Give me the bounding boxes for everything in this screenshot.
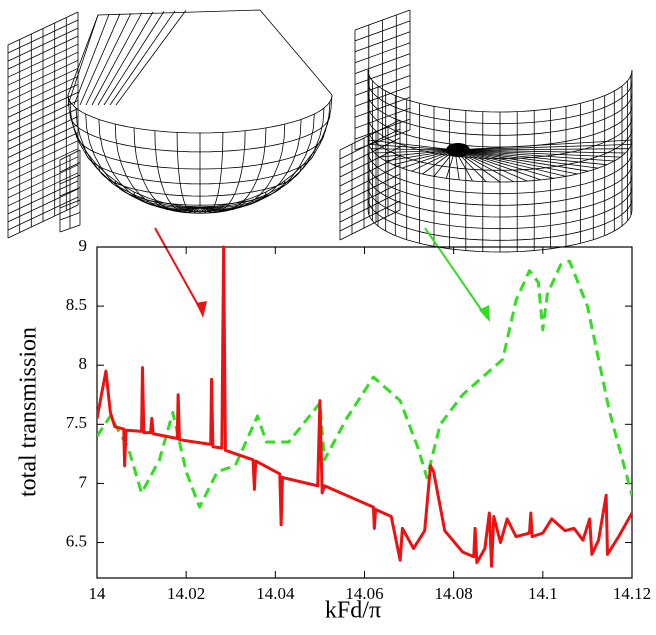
illustrations <box>8 10 632 252</box>
red-arrow <box>155 228 203 314</box>
y-tick-label: 8 <box>79 354 88 373</box>
mesh-line <box>68 95 200 207</box>
x-tick-label: 14.02 <box>167 584 205 603</box>
mesh-line <box>68 10 332 95</box>
y-tick-label: 9 <box>79 236 88 255</box>
series-line <box>97 261 632 507</box>
mesh-line <box>92 13 142 105</box>
mesh-line <box>177 132 200 213</box>
mesh-line <box>455 150 554 178</box>
page: {"chart_data": {"type": "line", "x_label… <box>0 0 656 635</box>
y-tick-label: 6.5 <box>66 531 87 550</box>
mesh-line <box>86 114 200 209</box>
mesh-line <box>68 15 98 105</box>
red-arrowhead <box>196 301 207 318</box>
green-arrow <box>425 228 487 318</box>
mesh-line <box>200 132 223 213</box>
mesh-line <box>340 147 400 177</box>
mesh-line <box>116 10 186 105</box>
mesh-line <box>200 114 314 209</box>
mesh-line <box>340 174 400 204</box>
x-tick-label: 14.06 <box>345 584 383 603</box>
mesh-line <box>70 102 200 207</box>
mesh-line <box>340 165 400 195</box>
x-tick-label: 14.12 <box>613 584 651 603</box>
y-tick-label: 8.5 <box>66 295 87 314</box>
y-tick-label: 7.5 <box>66 413 87 432</box>
y-axis-title: total transmission <box>16 327 42 497</box>
mesh-line <box>98 12 153 105</box>
mesh-line <box>104 11 164 105</box>
mesh-line <box>68 95 332 133</box>
x-tick-label: 14 <box>89 584 107 603</box>
x-tick-label: 14.04 <box>256 584 295 603</box>
series-line <box>97 247 632 566</box>
mesh-line <box>80 14 120 105</box>
y-tick-label: 7 <box>79 472 88 491</box>
mesh-center <box>446 143 470 157</box>
x-tick-label: 14.1 <box>528 584 558 603</box>
mesh-line <box>455 150 578 174</box>
mesh-line <box>340 183 400 213</box>
mesh-line <box>340 210 400 240</box>
mesh-line <box>86 13 131 105</box>
x-tick-label: 14.08 <box>435 584 473 603</box>
figure: kFd/π total transmission 1414.0214.0414.… <box>0 0 656 635</box>
mesh-line <box>200 102 330 207</box>
mesh-line <box>200 95 332 207</box>
mesh-line <box>110 11 175 105</box>
mesh-line <box>74 14 109 105</box>
